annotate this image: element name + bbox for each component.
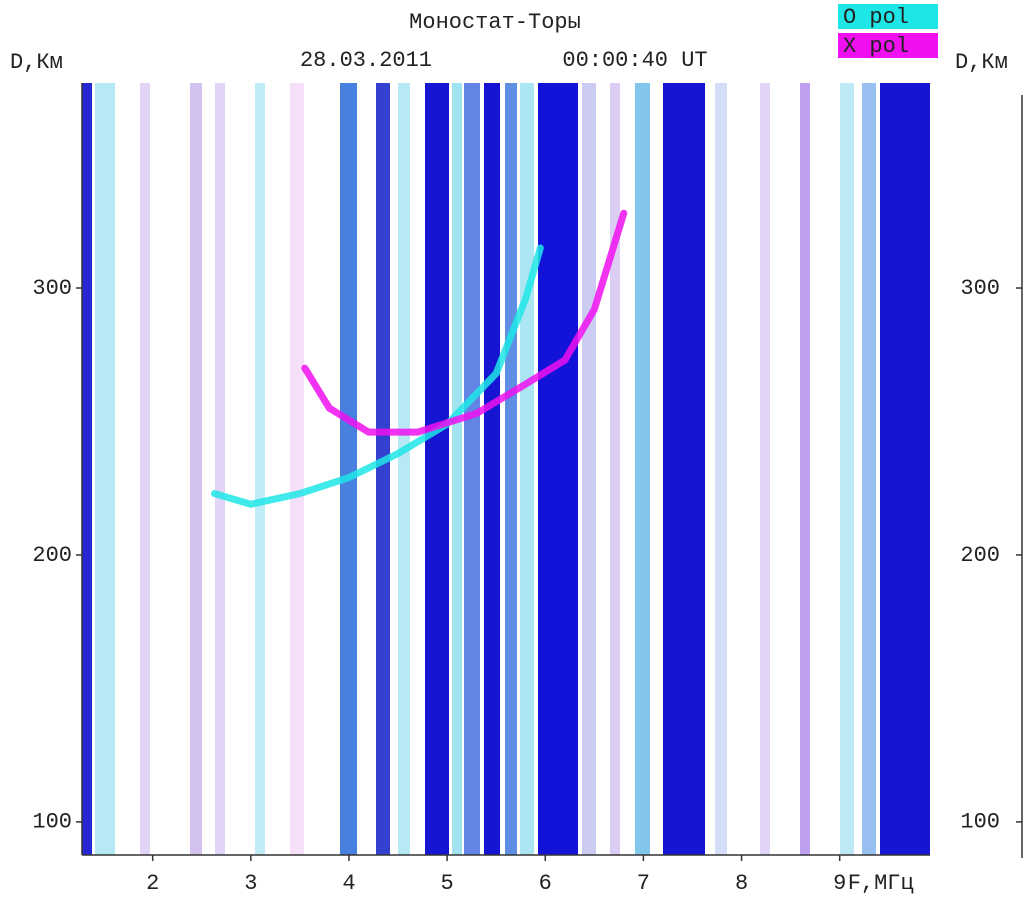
x-tick-label: 4 — [342, 871, 355, 896]
noise-band — [376, 83, 390, 855]
x-tick-label: 8 — [735, 871, 748, 896]
chart-title: Моностат-Торы — [409, 10, 581, 35]
noise-band — [635, 83, 650, 855]
y2-tick-label: 200 — [960, 543, 1000, 568]
legend-label: O pol — [843, 5, 909, 30]
x-tick-label: 3 — [244, 871, 257, 896]
x-tick-label: 5 — [441, 871, 454, 896]
date: 28.03.2011 — [300, 48, 432, 73]
noise-band — [82, 83, 92, 855]
noise-band — [582, 83, 596, 855]
noise-band — [610, 83, 620, 855]
noise-band — [862, 83, 876, 855]
y-tick-label: 200 — [32, 543, 72, 568]
trace — [301, 209, 628, 436]
noise-band — [464, 83, 480, 855]
noise-band — [340, 83, 357, 855]
x-tick-label: 2 — [146, 871, 159, 896]
x-tick-label: 7 — [637, 871, 650, 896]
noise-bands — [82, 83, 930, 855]
noise-band — [190, 83, 202, 855]
noise-band — [715, 83, 727, 855]
noise-band — [425, 83, 449, 855]
legend-label: X pol — [843, 34, 909, 59]
noise-band — [255, 83, 265, 855]
time: 00:00:40 UT — [562, 48, 707, 73]
noise-band — [95, 83, 115, 855]
y2-tick-label: 100 — [960, 810, 1000, 835]
x-axis-label: F,МГц — [848, 871, 914, 896]
y2-axis-label: D,Км — [955, 50, 1008, 75]
legend-swatch — [838, 4, 938, 29]
legend-swatch — [838, 33, 938, 58]
noise-band — [215, 83, 225, 855]
noise-band — [800, 83, 810, 855]
y2-tick-label: 300 — [960, 276, 1000, 301]
noise-band — [663, 83, 705, 855]
noise-band — [880, 83, 930, 855]
noise-band — [140, 83, 150, 855]
trace — [211, 244, 544, 508]
y-tick-label: 300 — [32, 276, 72, 301]
noise-band — [520, 83, 534, 855]
noise-band — [452, 83, 462, 855]
noise-band — [398, 83, 410, 855]
y-tick-label: 100 — [32, 810, 72, 835]
noise-band — [840, 83, 854, 855]
noise-band — [538, 83, 578, 855]
noise-band — [760, 83, 770, 855]
noise-band — [290, 83, 304, 855]
x-tick-label: 6 — [539, 871, 552, 896]
noise-band — [505, 83, 517, 855]
noise-band — [484, 83, 500, 855]
x-tick-label: 9 — [833, 871, 846, 896]
y-axis-label: D,Км — [10, 50, 63, 75]
